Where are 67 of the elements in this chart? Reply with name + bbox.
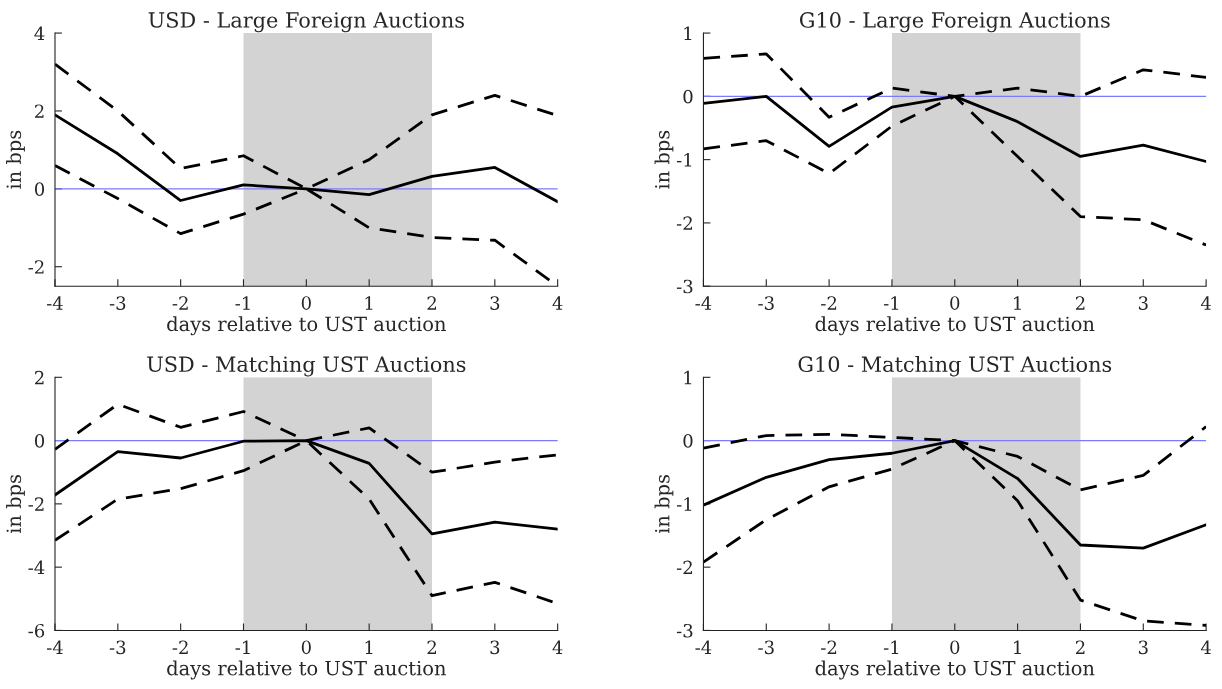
x-tick-label: 2 — [1075, 640, 1085, 654]
x-tick-label: 0 — [301, 296, 311, 310]
y-tick-label: -1 — [676, 497, 692, 511]
y-tick-label: -2 — [676, 560, 692, 575]
y-tick-label: 1 — [684, 26, 692, 40]
y-tick-label: 0 — [683, 434, 693, 448]
x-tick-label: 3 — [490, 296, 500, 310]
x-tick-label: 3 — [1138, 640, 1148, 655]
chart-title: USD - Matching UST Auctions — [147, 355, 466, 377]
x-tick-label: 1 — [365, 640, 373, 654]
y-tick-label: -2 — [28, 260, 44, 274]
y-tick-label: 2 — [35, 370, 44, 385]
x-axis-title: days relative to UST auction — [167, 660, 446, 680]
y-tick-label: 2 — [35, 104, 44, 118]
y-axis-title: in bps — [654, 474, 674, 534]
y-tick-label: -6 — [28, 623, 45, 638]
x-tick-label: 1 — [1014, 640, 1021, 654]
x-tick-label: -2 — [172, 296, 188, 310]
x-tick-label: 2 — [1075, 296, 1085, 310]
chart-title: USD - Large Foreign Auctions — [148, 12, 464, 33]
x-axis-title: days relative to UST auction — [815, 316, 1095, 336]
x-tick-label: -4 — [46, 296, 63, 310]
x-tick-label: 4 — [1200, 296, 1211, 310]
y-tick-label: -3 — [676, 279, 693, 294]
x-tick-label: -4 — [695, 296, 712, 310]
y-axis-title: in bps — [6, 474, 25, 534]
x-tick-label: 0 — [301, 640, 311, 655]
x-tick-label: -1 — [235, 296, 250, 310]
chart-title: G10 - Large Foreign Auctions — [799, 12, 1110, 33]
x-tick-label: 0 — [950, 640, 960, 655]
y-tick-label: 0 — [34, 434, 45, 448]
x-axis-title: days relative to UST auction — [167, 316, 446, 336]
x-tick-label: -2 — [172, 640, 188, 654]
y-axis-title: in bps — [6, 130, 25, 189]
chart-title: G10 - Matching UST Auctions — [798, 355, 1112, 377]
x-tick-label: -3 — [109, 296, 126, 310]
x-tick-label: 4 — [1200, 640, 1211, 654]
x-tick-label: 0 — [950, 296, 960, 310]
x-tick-label: 2 — [427, 296, 436, 310]
x-tick-label: 3 — [1138, 296, 1148, 310]
y-tick-label: -4 — [28, 560, 45, 575]
x-tick-label: 1 — [365, 296, 373, 310]
x-tick-label: 3 — [490, 640, 500, 655]
x-tick-label: 1 — [1014, 296, 1021, 310]
x-tick-label: 2 — [427, 640, 436, 654]
y-tick-label: -3 — [676, 623, 693, 638]
x-tick-label: -1 — [883, 296, 899, 310]
y-tick-label: 0 — [683, 89, 693, 104]
y-tick-label: 4 — [34, 26, 45, 40]
x-tick-label: -3 — [109, 640, 126, 655]
x-tick-label: -3 — [758, 296, 774, 310]
y-axis-title: in bps — [654, 130, 674, 189]
y-tick-label: -1 — [676, 153, 692, 167]
x-tick-label: -2 — [821, 296, 837, 310]
x-tick-label: -1 — [235, 640, 250, 654]
y-tick-label: 0 — [34, 182, 45, 196]
y-tick-label: 1 — [684, 370, 692, 385]
x-tick-label: 4 — [552, 296, 563, 310]
x-tick-label: -4 — [46, 640, 63, 654]
x-axis-title: days relative to UST auction — [815, 660, 1095, 680]
x-tick-label: -4 — [695, 640, 712, 654]
y-tick-label: -2 — [28, 497, 44, 511]
y-tick-label: -2 — [676, 216, 692, 230]
x-tick-label: -2 — [821, 640, 837, 654]
x-tick-label: 4 — [552, 640, 563, 654]
x-tick-label: -3 — [758, 640, 774, 655]
x-tick-label: -1 — [883, 640, 899, 654]
